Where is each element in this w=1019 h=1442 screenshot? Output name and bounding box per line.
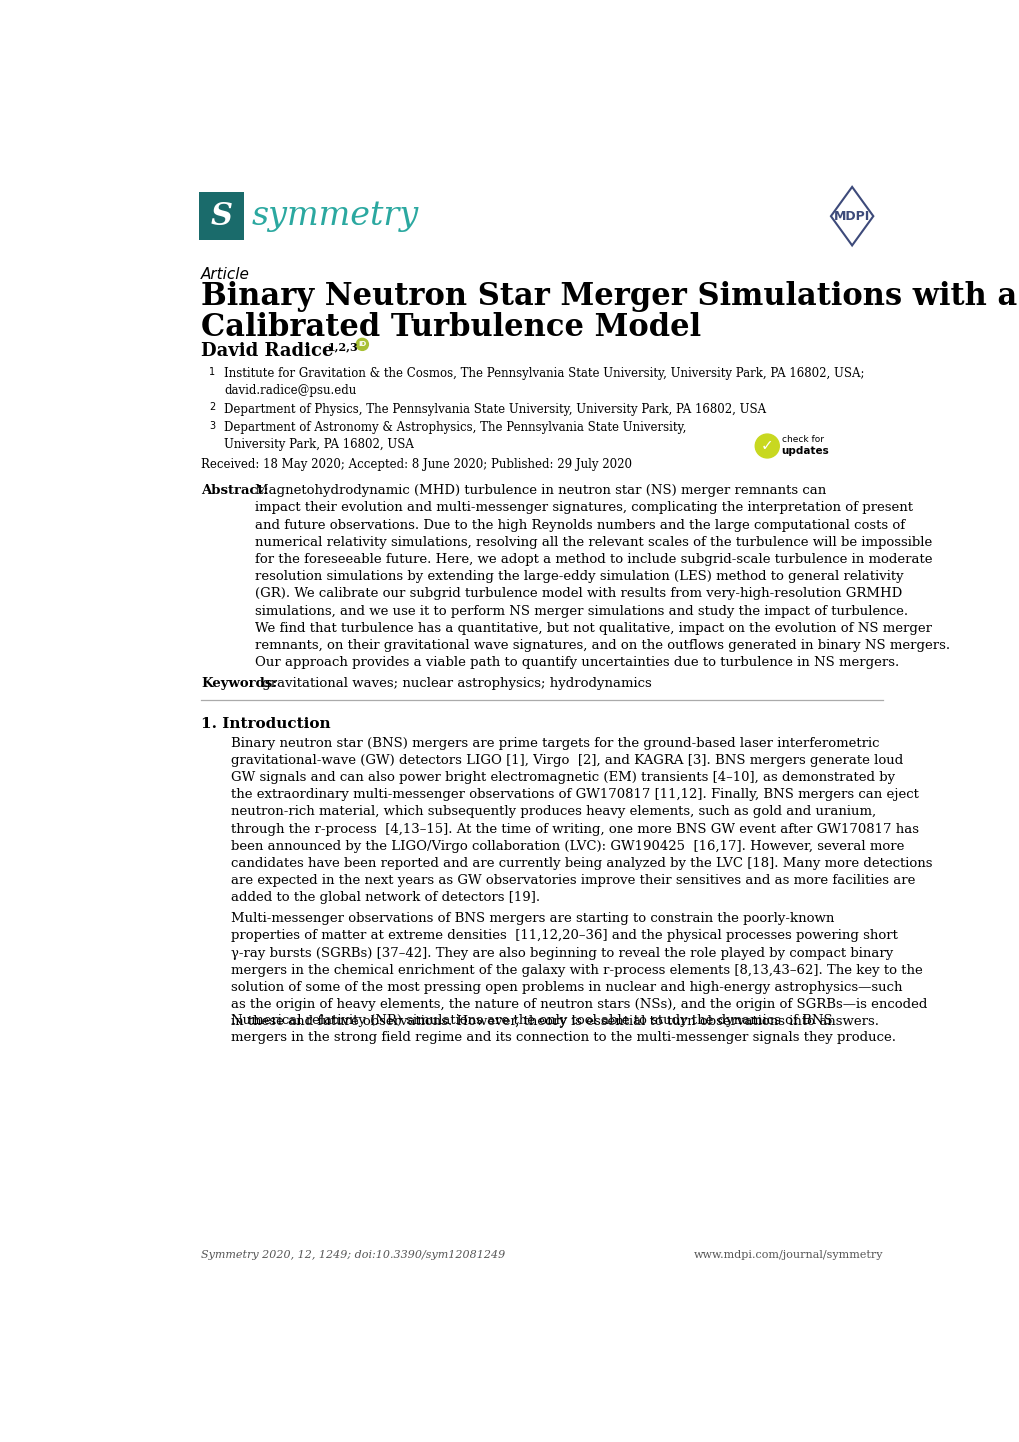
Text: MDPI: MDPI [834,209,869,222]
Text: Binary Neutron Star Merger Simulations with a: Binary Neutron Star Merger Simulations w… [201,281,1016,311]
Text: Binary neutron star (BNS) mergers are prime targets for the ground-based laser i: Binary neutron star (BNS) mergers are pr… [230,737,931,904]
Text: gravitational waves; nuclear astrophysics; hydrodynamics: gravitational waves; nuclear astrophysic… [258,676,651,689]
Text: David Radice: David Radice [201,342,333,360]
Circle shape [754,434,779,459]
Text: david.radice@psu.edu: david.radice@psu.edu [224,384,357,397]
Text: Department of Physics, The Pennsylvania State University, University Park, PA 16: Department of Physics, The Pennsylvania … [224,402,765,415]
Text: Institute for Gravitation & the Cosmos, The Pennsylvania State University, Unive: Institute for Gravitation & the Cosmos, … [224,368,864,381]
Text: Symmetry 2020, 12, 1249; doi:10.3390/sym12081249: Symmetry 2020, 12, 1249; doi:10.3390/sym… [201,1250,504,1260]
Text: ✓: ✓ [760,438,772,453]
Text: Multi-messenger observations of BNS mergers are starting to constrain the poorly: Multi-messenger observations of BNS merg… [230,913,926,1028]
Text: updates: updates [781,447,828,457]
Text: University Park, PA 16802, USA: University Park, PA 16802, USA [224,438,414,451]
Text: iD: iD [358,342,366,348]
Text: 2: 2 [209,402,215,412]
Text: 3: 3 [209,421,215,431]
Text: 1,2,3: 1,2,3 [327,340,358,352]
Text: Numerical relativity (NR) simulations are the only tool able to study the dynami: Numerical relativity (NR) simulations ar… [230,1014,895,1044]
Text: symmetry: symmetry [252,200,419,232]
Circle shape [356,339,368,350]
Text: www.mdpi.com/journal/symmetry: www.mdpi.com/journal/symmetry [693,1250,882,1260]
Text: Received: 18 May 2020; Accepted: 8 June 2020; Published: 29 July 2020: Received: 18 May 2020; Accepted: 8 June … [201,459,632,472]
Text: Abstract:: Abstract: [201,485,268,497]
Text: Article: Article [201,267,250,283]
Text: S: S [210,200,232,232]
Text: Keywords:: Keywords: [201,676,277,689]
Text: Department of Astronomy & Astrophysics, The Pennsylvania State University,: Department of Astronomy & Astrophysics, … [224,421,686,434]
Text: Magnetohydrodynamic (MHD) turbulence in neutron star (NS) merger remnants can
im: Magnetohydrodynamic (MHD) turbulence in … [255,485,950,669]
FancyBboxPatch shape [199,192,244,239]
Text: 1. Introduction: 1. Introduction [201,718,330,731]
Text: check for: check for [781,435,822,444]
Text: 1: 1 [209,368,215,376]
Text: Calibrated Turbulence Model: Calibrated Turbulence Model [201,311,701,343]
